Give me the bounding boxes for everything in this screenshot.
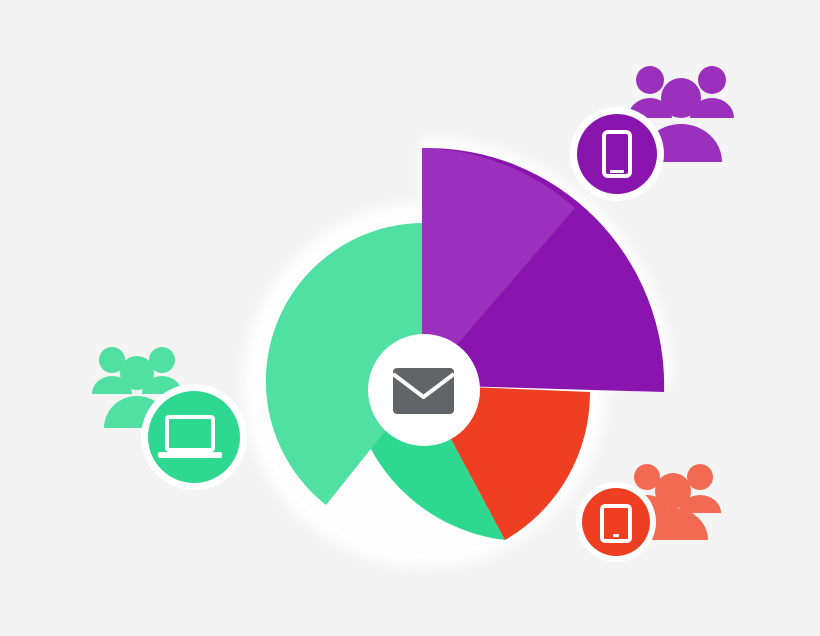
pie-chart: [265, 147, 665, 540]
user-group-icon: [92, 347, 182, 428]
smartphone-icon: [602, 130, 632, 178]
mobile-audience: [570, 66, 734, 201]
tablet-audience: [576, 464, 721, 562]
desktop-audience: [92, 347, 247, 490]
envelope-icon: [391, 368, 456, 414]
tablet-icon: [600, 504, 632, 543]
laptop-icon: [158, 415, 222, 458]
pie-segment-mobile: [422, 147, 665, 392]
user-group-icon: [626, 464, 721, 540]
center-badge: [368, 334, 480, 446]
pie-segment-desktop: [265, 223, 505, 540]
